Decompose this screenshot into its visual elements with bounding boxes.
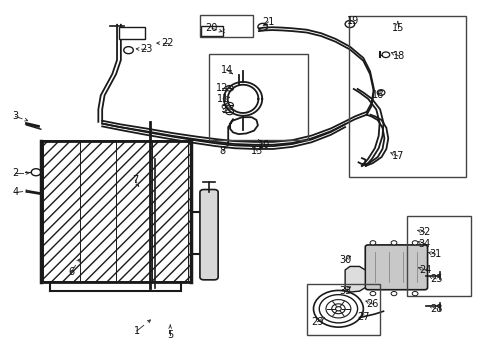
Polygon shape [345, 266, 365, 292]
FancyBboxPatch shape [200, 189, 218, 280]
Circle shape [390, 292, 396, 296]
Text: 33: 33 [338, 286, 350, 296]
Text: 19: 19 [346, 16, 358, 26]
Text: 20: 20 [205, 23, 218, 33]
Text: 28: 28 [429, 304, 442, 314]
Text: 13: 13 [251, 146, 263, 156]
Text: 23: 23 [140, 45, 152, 54]
Text: 26: 26 [366, 299, 378, 309]
Bar [119, 27, 145, 39]
Text: 5: 5 [167, 330, 173, 340]
Text: 16: 16 [371, 90, 383, 100]
Text: 10: 10 [257, 140, 269, 150]
Text: 12: 12 [216, 82, 228, 93]
Text: 31: 31 [428, 249, 441, 259]
Bar [201, 26, 223, 36]
Bar [41, 141, 190, 282]
FancyBboxPatch shape [365, 245, 427, 290]
Text: 15: 15 [391, 23, 403, 33]
Circle shape [369, 292, 375, 296]
Text: 7: 7 [132, 175, 138, 185]
Text: 1: 1 [133, 326, 140, 336]
Bar [407, 216, 470, 296]
Text: 34: 34 [418, 239, 430, 248]
Text: 18: 18 [392, 51, 404, 61]
Text: 8: 8 [220, 146, 225, 156]
Text: 6: 6 [68, 267, 74, 278]
Text: 9: 9 [220, 104, 226, 114]
Text: 29: 29 [310, 317, 323, 327]
Text: 21: 21 [262, 17, 274, 27]
Text: 3: 3 [12, 112, 19, 121]
Text: 30: 30 [338, 256, 350, 265]
Bar [306, 284, 379, 334]
Text: 22: 22 [161, 38, 174, 48]
Bar [348, 16, 465, 177]
Text: 25: 25 [429, 274, 442, 284]
Text: 4: 4 [12, 187, 19, 197]
Bar [200, 15, 253, 37]
Circle shape [369, 241, 375, 245]
Text: 24: 24 [419, 265, 431, 275]
Text: 27: 27 [356, 312, 369, 322]
Text: 17: 17 [391, 151, 403, 161]
Text: 32: 32 [418, 227, 430, 237]
Circle shape [411, 241, 417, 245]
Text: 2: 2 [12, 168, 19, 178]
Bar [208, 54, 307, 140]
Text: 11: 11 [216, 94, 228, 104]
Circle shape [411, 292, 417, 296]
Text: 14: 14 [220, 65, 232, 75]
Circle shape [390, 241, 396, 245]
